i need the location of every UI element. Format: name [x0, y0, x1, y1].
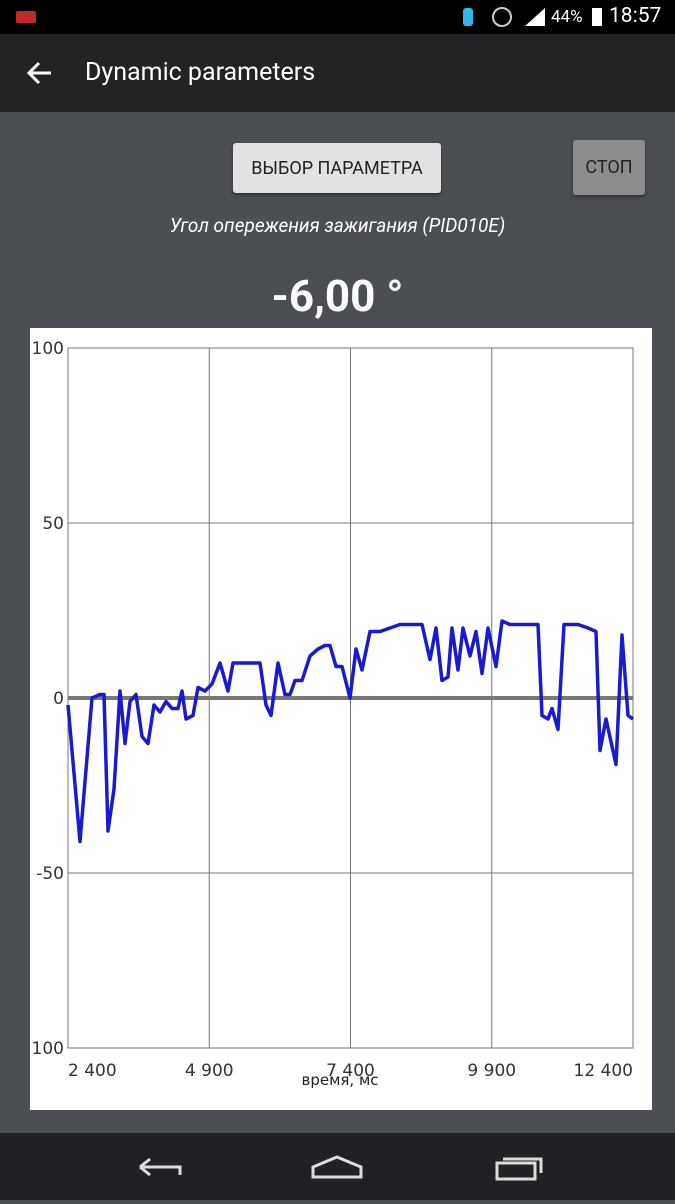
bluetooth-icon	[463, 8, 473, 26]
nav-back[interactable]	[139, 1157, 182, 1177]
battery-level: 44%	[551, 7, 583, 27]
y-tick-label: -50	[36, 864, 64, 884]
app-icon	[16, 11, 36, 23]
parameter-name: Угол опережения зажигания (PID010E)	[169, 214, 506, 237]
x-tick-label: 12 400	[574, 1061, 633, 1081]
parameter-value: -6,00 °	[271, 270, 404, 322]
nav-bar	[0, 1133, 675, 1200]
signal-icon	[525, 8, 545, 26]
back-button[interactable]	[25, 58, 55, 88]
nav-icons	[139, 1155, 543, 1181]
nav-home[interactable]	[311, 1155, 363, 1179]
status-bar: 44% 18:57	[0, 0, 675, 34]
y-tick-label: 100	[32, 339, 64, 359]
x-tick-label: 7 400	[326, 1061, 375, 1081]
toolbar: Dynamic parameters	[0, 34, 675, 112]
toolbar-title: Dynamic parameters	[85, 58, 316, 87]
stop-button[interactable]: СТОП	[573, 140, 645, 195]
x-axis-label: время, мс	[301, 1071, 378, 1089]
y-tick-label: 100	[32, 1039, 64, 1059]
x-tick-label: 9 900	[467, 1061, 516, 1081]
x-tick-label: 2 400	[68, 1061, 117, 1081]
x-tick-label: 4 900	[185, 1061, 234, 1081]
nav-recents[interactable]	[495, 1157, 543, 1181]
data-line	[66, 619, 635, 844]
y-tick-label: 0	[53, 689, 64, 709]
clock: 18:57	[609, 4, 662, 28]
alarm-icon	[492, 7, 512, 27]
y-tick-label: 50	[42, 514, 64, 534]
battery-icon	[592, 8, 602, 26]
select-parameter-button[interactable]: ВЫБОР ПАРАМЕТРА	[233, 143, 441, 193]
